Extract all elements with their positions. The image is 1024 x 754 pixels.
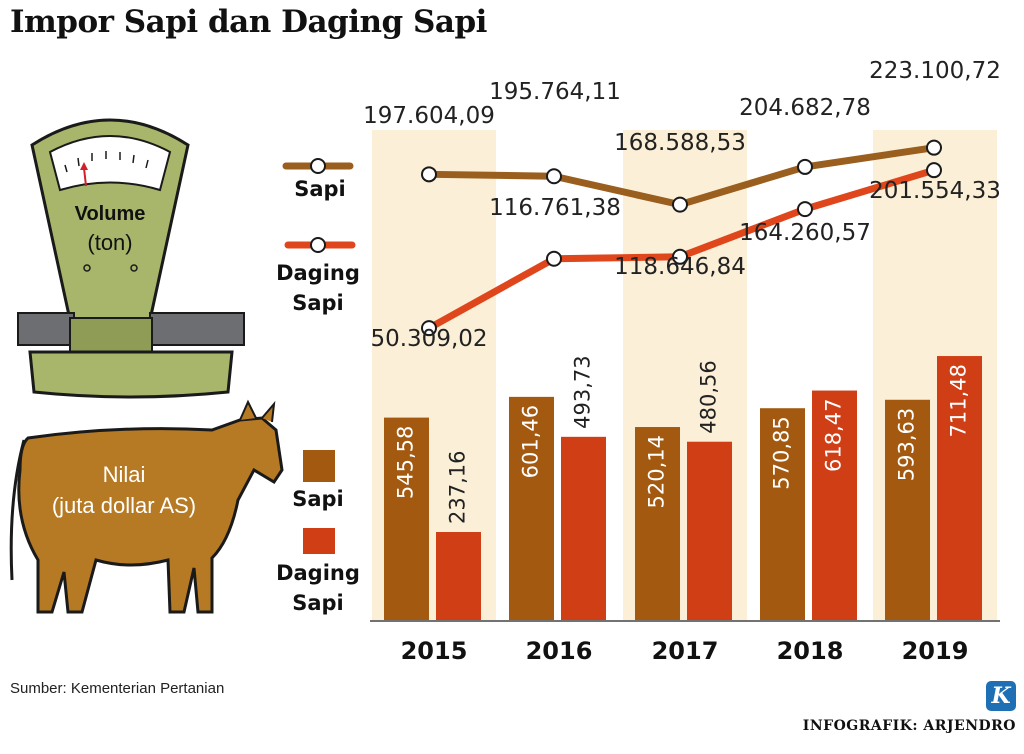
- bar-label-sapi-2015: 545,58: [394, 426, 418, 499]
- point-sapi-2015: [421, 166, 437, 183]
- bar-sapi-2019: [885, 399, 930, 620]
- point-label-sapi-2016: 195.764,11: [489, 79, 621, 105]
- bar-label-daging-sapi-2017: 480,56: [697, 360, 721, 433]
- bar-legend-daging-swatch: [303, 528, 335, 554]
- point-sapi-2017: [672, 196, 688, 213]
- chart-title: Impor Sapi dan Daging Sapi: [10, 4, 487, 40]
- bar-legend-sapi-swatch: [303, 450, 335, 482]
- point-label-daging-sapi-2019: 201.554,33: [869, 178, 1001, 204]
- volume-panel-label-line2: (ton): [87, 230, 132, 255]
- value-panel-label-line1: Nilai: [103, 462, 146, 487]
- scale-icon: Volume (ton): [17, 118, 245, 399]
- value-panel-label-line2: (juta dollar AS): [52, 493, 196, 518]
- bar-legend-sapi-label: Sapi: [292, 487, 344, 511]
- point-label-daging-sapi-2018: 164.260,57: [739, 220, 871, 246]
- bar-sapi-2017: [635, 427, 680, 620]
- bar-label-sapi-2017: 520,14: [645, 435, 669, 508]
- cow-icon: Nilai (juta dollar AS): [9, 399, 284, 614]
- x-tick-2016: 2016: [526, 637, 593, 665]
- bar-daging-sapi-2015: [436, 532, 481, 620]
- bar-legend-daging-label: Daging Sapi: [276, 561, 360, 615]
- point-label-sapi-2019: 223.100,72: [869, 58, 1001, 84]
- bar-label-sapi-2019: 593,63: [895, 408, 919, 481]
- point-label-sapi-2017: 168.588,53: [614, 130, 746, 156]
- point-daging-sapi-2015: [421, 320, 437, 337]
- volume-panel-label-line1: Volume: [75, 203, 146, 225]
- bar-daging-sapi-2017: [687, 441, 732, 620]
- kompas-logo-icon: K: [986, 681, 1016, 711]
- point-sapi-2019: [926, 139, 942, 156]
- bar-legend: Sapi Daging Sapi: [276, 450, 360, 615]
- point-daging-sapi-2016: [546, 250, 562, 267]
- bar-daging-sapi-2016: [561, 436, 606, 620]
- x-axis-ticks: 2015 2016 2017 2018 2019: [401, 637, 969, 665]
- bar-label-daging-sapi-2015: 237,16: [446, 451, 470, 524]
- infographic-credit: INFOGRAFIK: ARJENDRO: [802, 718, 1016, 734]
- x-tick-2017: 2017: [652, 637, 719, 665]
- point-daging-sapi-2018: [797, 201, 813, 218]
- source-note: Sumber: Kementerian Pertanian: [10, 680, 225, 697]
- bar-label-sapi-2016: 601,46: [519, 405, 543, 478]
- x-tick-2018: 2018: [777, 637, 844, 665]
- point-label-daging-sapi-2015: 50.309,02: [370, 326, 487, 352]
- point-daging-sapi-2019: [926, 162, 942, 179]
- bar-label-daging-sapi-2016: 493,73: [571, 355, 595, 428]
- x-tick-2019: 2019: [902, 637, 969, 665]
- bar-chart: 545,58 237,16 601,46 493,73 520,14 480,56 570,…: [384, 355, 982, 620]
- line-legend-daging-label: Daging Sapi: [276, 261, 360, 315]
- bar-sapi-2015: [384, 417, 429, 620]
- line-legend-daging-marker: [310, 237, 326, 253]
- bar-daging-sapi-2019: [937, 356, 982, 620]
- line-legend-sapi-marker: [310, 158, 326, 174]
- bar-sapi-2016: [509, 396, 554, 620]
- point-sapi-2016: [546, 168, 562, 185]
- x-tick-2015: 2015: [401, 637, 468, 665]
- point-sapi-2018: [797, 158, 813, 175]
- line-legend: Sapi Daging Sapi: [276, 158, 360, 315]
- bar-label-sapi-2018: 570,85: [770, 416, 794, 489]
- point-label-sapi-2018: 204.682,78: [739, 95, 871, 121]
- point-label-sapi-2015: 197.604,09: [363, 103, 495, 129]
- bar-label-daging-sapi-2019: 711,48: [947, 364, 971, 437]
- point-label-daging-sapi-2016: 116.761,38: [489, 195, 621, 221]
- line-legend-sapi-label: Sapi: [294, 177, 346, 201]
- point-label-daging-sapi-2017: 118.646,84: [614, 254, 746, 280]
- bar-daging-sapi-2018: [812, 390, 857, 620]
- point-daging-sapi-2017: [672, 248, 688, 265]
- bar-sapi-2018: [760, 408, 805, 620]
- bar-label-daging-sapi-2018: 618,47: [822, 399, 846, 472]
